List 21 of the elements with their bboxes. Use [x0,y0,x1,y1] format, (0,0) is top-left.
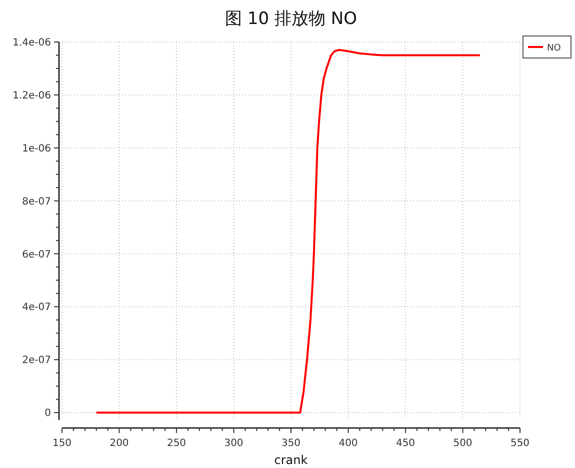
x-tick-label: 250 [166,438,186,449]
y-tick-label: 1.2e-06 [12,90,51,102]
legend-label: NO [547,44,561,54]
x-tick-label: 150 [52,438,72,449]
x-tick-label: 450 [396,438,416,449]
x-tick-label: 200 [110,438,129,449]
x-tick-label: 400 [338,438,358,449]
chart-title: 图 10 排放物 NO [225,9,357,29]
y-tick-label: 0 [44,408,51,420]
y-tick-label: 4e-07 [22,302,51,314]
y-tick-label: 1e-06 [22,143,51,154]
y-tick-label: 2e-07 [22,355,51,366]
x-axis-title: crank [274,453,308,467]
x-tick-label: 300 [224,438,244,449]
y-tick-label: 8e-07 [22,196,51,208]
y-tick-label: 6e-07 [22,249,51,260]
x-tick-label: 350 [281,438,301,449]
line-series [95,48,481,414]
x-tick-label: 550 [510,438,530,449]
y-tick-label: 1.4e-06 [12,38,51,48]
x-tick-label: 500 [453,438,472,449]
